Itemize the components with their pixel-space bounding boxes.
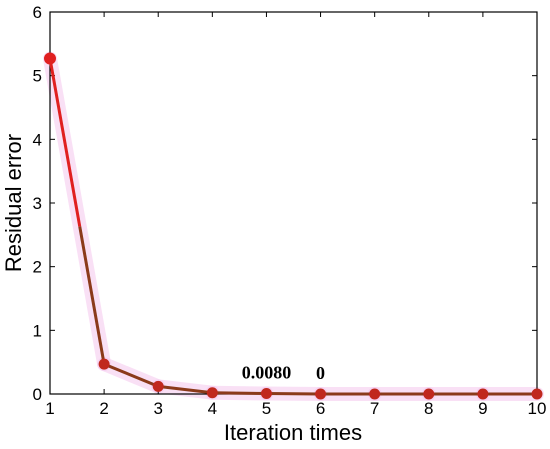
- series-markers: [44, 52, 543, 400]
- x-axis-title: Iteration times: [224, 420, 362, 445]
- data-label: 0: [316, 363, 325, 383]
- x-tick-label: 2: [99, 399, 108, 418]
- series-line-segment: [266, 391, 321, 396]
- x-tick-label: 5: [262, 399, 271, 418]
- data-label: 0.0080: [242, 362, 292, 382]
- annotations: 0.0080 0: [242, 362, 325, 383]
- y-tick-label: 6: [33, 3, 42, 22]
- data-point: [477, 388, 489, 400]
- series-line-segment: [103, 362, 159, 388]
- y-axis-title: Residual error: [1, 134, 26, 272]
- series-lines: [48, 58, 537, 396]
- x-tick-label: 4: [208, 399, 217, 418]
- x-tick-label: 3: [153, 399, 162, 418]
- data-point: [98, 358, 110, 370]
- series-line-segment: [158, 384, 213, 395]
- y-tick-label: 1: [33, 321, 42, 340]
- series-line-segment: [212, 391, 267, 395]
- x-tick-label: 7: [370, 399, 379, 418]
- data-point: [423, 388, 435, 400]
- y-tick-label: 5: [33, 67, 42, 86]
- x-tick-label: 6: [316, 399, 325, 418]
- x-tick-label: 9: [478, 399, 487, 418]
- series-line-segment: [48, 58, 82, 227]
- x-tick-label: 8: [424, 399, 433, 418]
- data-point: [531, 388, 543, 400]
- y-tick-label: 0: [33, 385, 42, 404]
- y-tick-label: 3: [33, 194, 42, 213]
- series-line-segment: [78, 226, 106, 365]
- x-tick-label: 1: [45, 399, 54, 418]
- data-point: [260, 387, 272, 399]
- data-point: [315, 388, 327, 400]
- y-tick-label: 2: [33, 258, 42, 277]
- data-point: [206, 387, 218, 399]
- data-point: [152, 380, 164, 392]
- data-point: [44, 52, 56, 65]
- y-tick-label: 4: [33, 130, 42, 149]
- x-tick-label: 10: [528, 399, 547, 418]
- data-point: [369, 388, 381, 400]
